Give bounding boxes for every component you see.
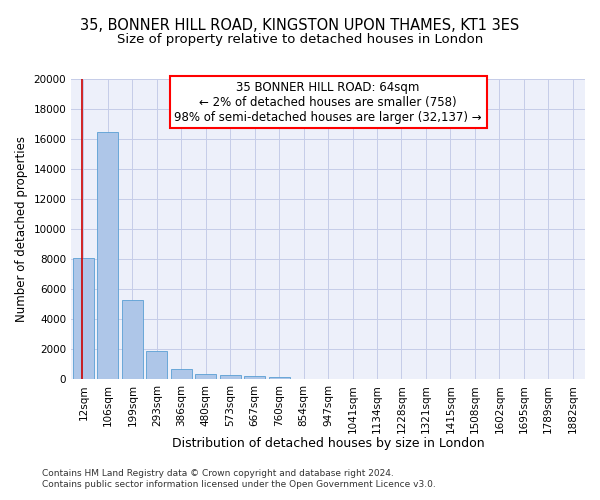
Text: Contains public sector information licensed under the Open Government Licence v3: Contains public sector information licen…: [42, 480, 436, 489]
Bar: [244, 376, 265, 379]
Bar: [196, 374, 216, 379]
Bar: [171, 368, 191, 379]
X-axis label: Distribution of detached houses by size in London: Distribution of detached houses by size …: [172, 437, 484, 450]
Bar: [122, 300, 143, 379]
Bar: [73, 258, 94, 379]
Text: Contains HM Land Registry data © Crown copyright and database right 2024.: Contains HM Land Registry data © Crown c…: [42, 468, 394, 477]
Text: Size of property relative to detached houses in London: Size of property relative to detached ho…: [117, 32, 483, 46]
Y-axis label: Number of detached properties: Number of detached properties: [15, 136, 28, 322]
Bar: [220, 375, 241, 379]
Bar: [269, 376, 290, 379]
Bar: [146, 352, 167, 379]
Text: 35 BONNER HILL ROAD: 64sqm
← 2% of detached houses are smaller (758)
98% of semi: 35 BONNER HILL ROAD: 64sqm ← 2% of detac…: [174, 80, 482, 124]
Bar: [97, 132, 118, 379]
Text: 35, BONNER HILL ROAD, KINGSTON UPON THAMES, KT1 3ES: 35, BONNER HILL ROAD, KINGSTON UPON THAM…: [80, 18, 520, 32]
